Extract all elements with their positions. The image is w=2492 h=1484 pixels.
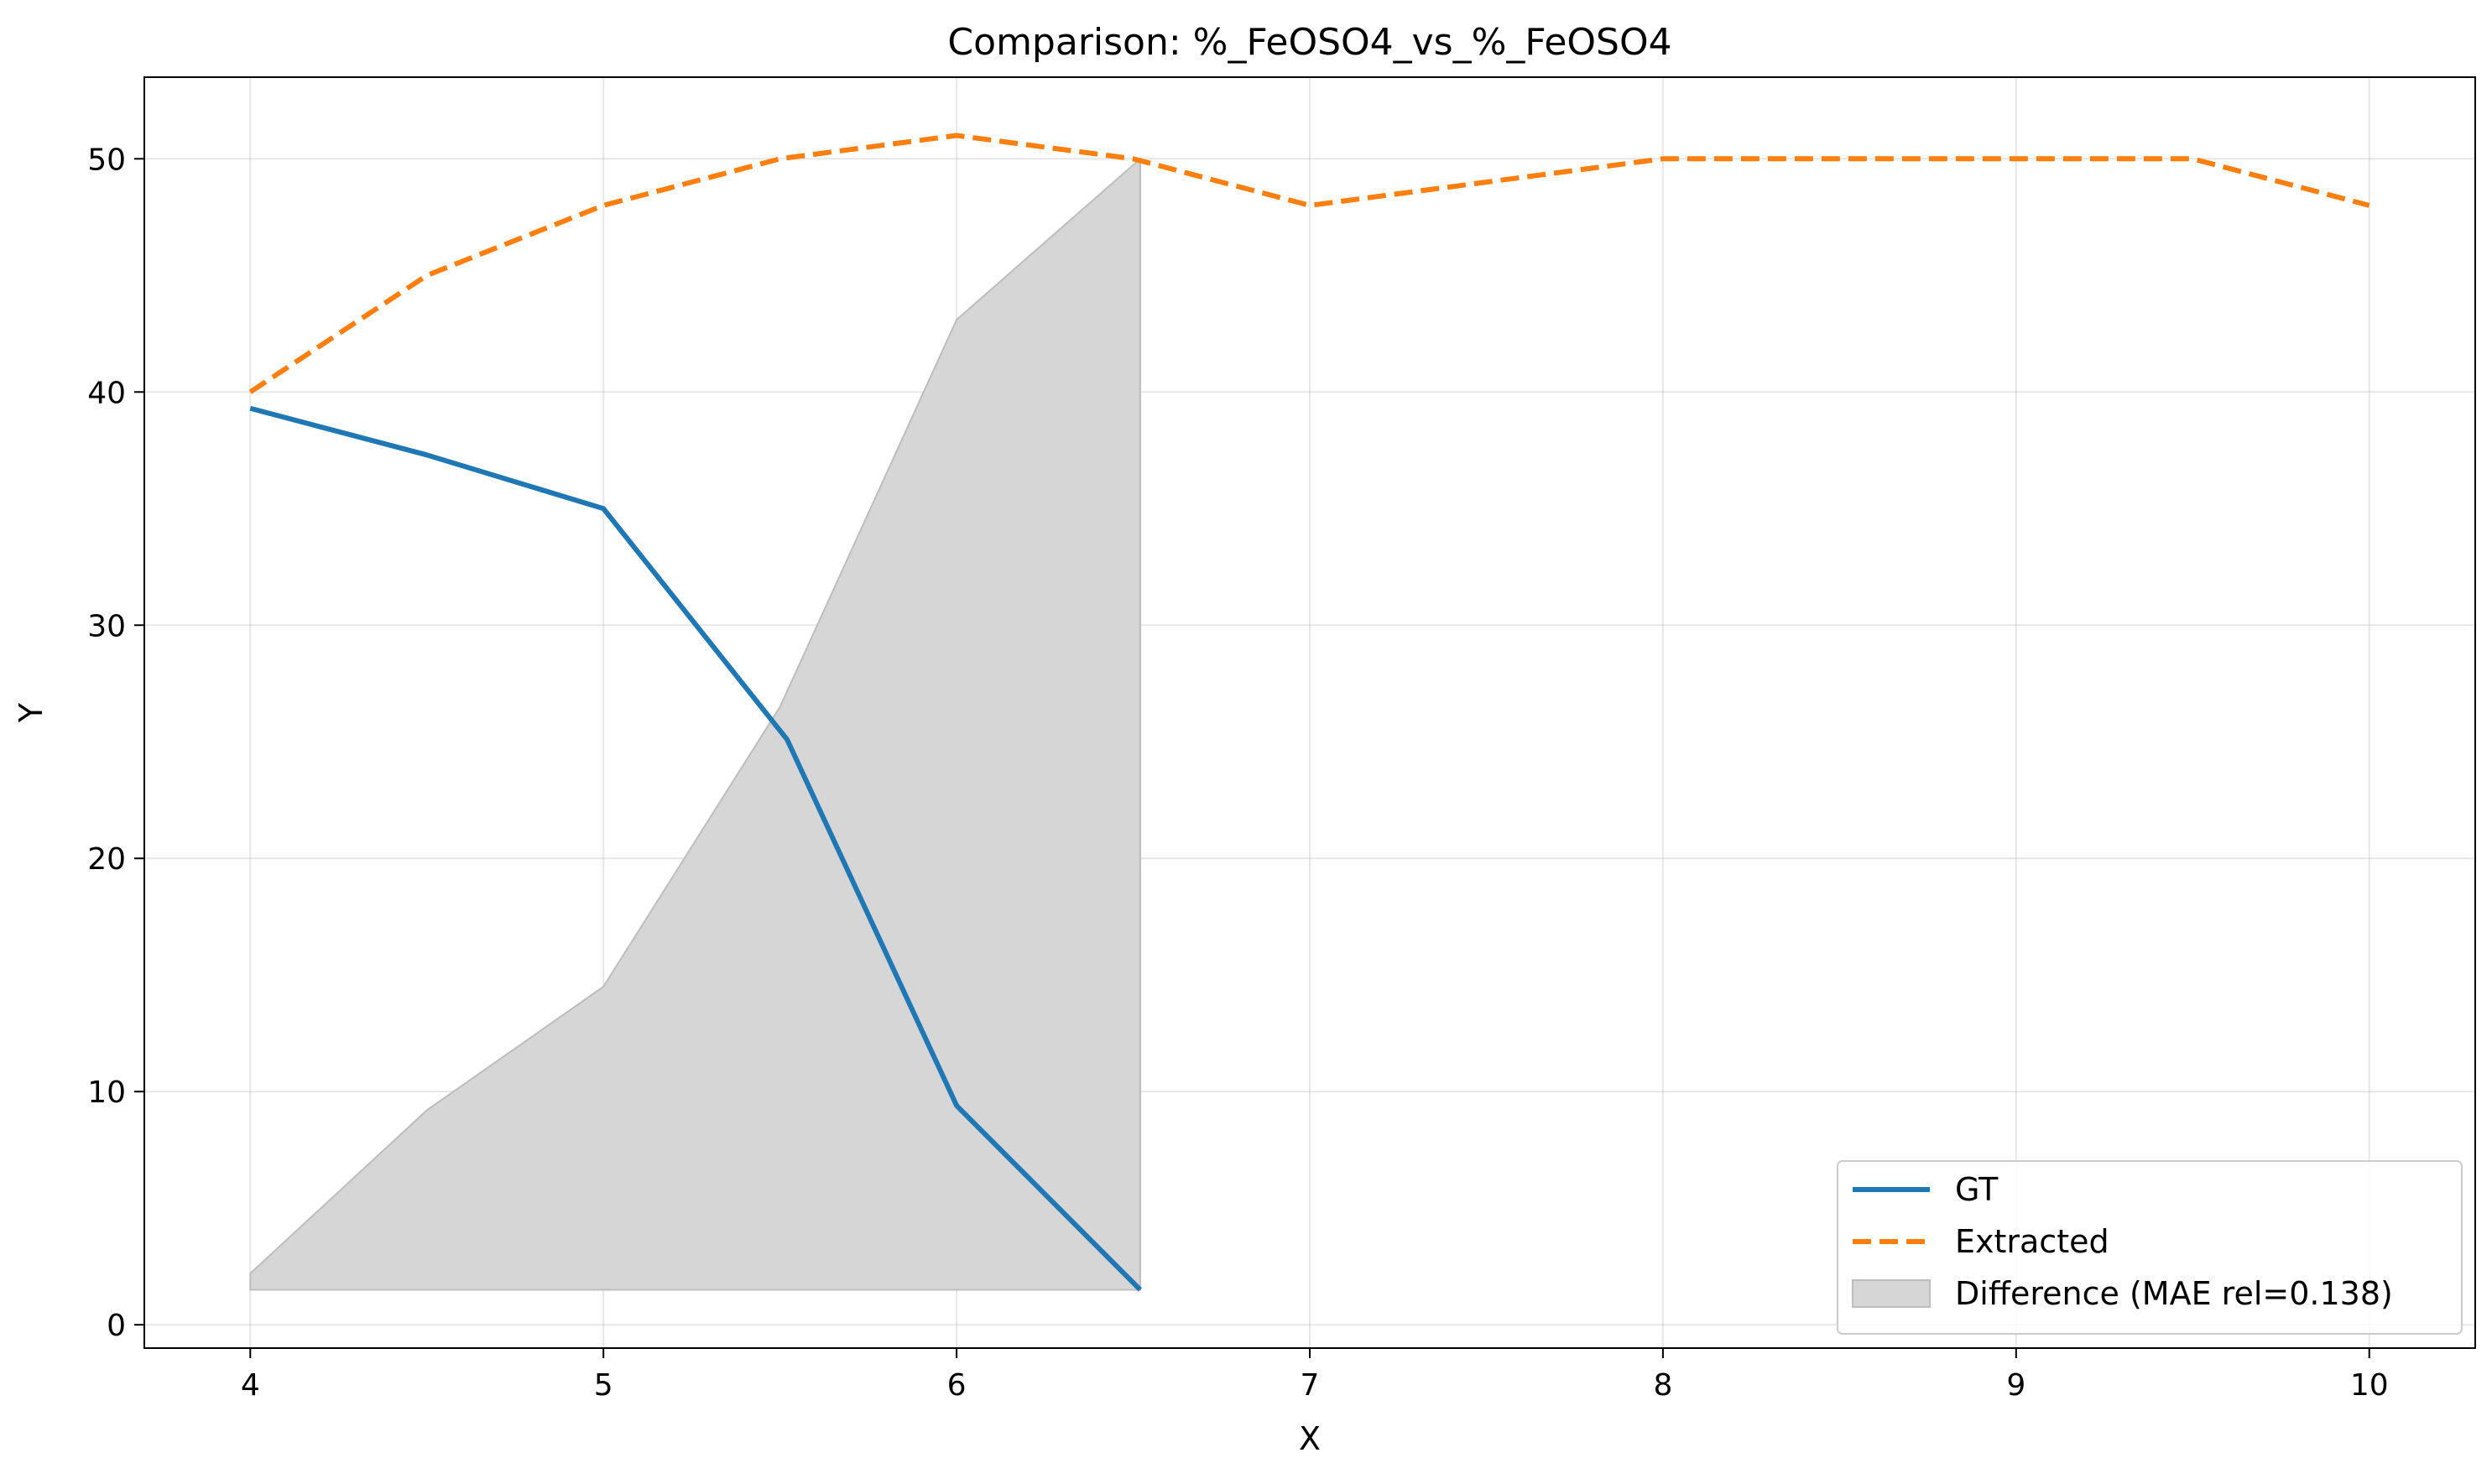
data-point-gt [954, 1103, 959, 1108]
legend-label-difference: Difference (MAE rel=0.138) [1955, 1275, 2393, 1312]
x-axis-label: X [1299, 1420, 1321, 1457]
x-tick-label: 7 [1301, 1368, 1320, 1403]
series-line-gt [249, 405, 1143, 1292]
data-point-gt [248, 406, 253, 411]
series-line-extracted [248, 133, 2370, 394]
x-axis-ticks: 4 5 6 7 8 9 10 [241, 1348, 2389, 1403]
data-point-extracted [1307, 203, 1312, 208]
legend: GT Extracted Difference (MAE rel=0.138) [1837, 1160, 2463, 1335]
data-point-extracted [2190, 156, 2195, 161]
data-point-extracted [1660, 156, 1666, 161]
data-point-gt [785, 737, 790, 742]
data-point-extracted [1131, 156, 1136, 161]
data-point-extracted [601, 203, 606, 208]
series-lines-layer [248, 133, 2372, 1293]
data-point-extracted [425, 273, 430, 278]
data-point-extracted [2367, 203, 2372, 208]
y-tick-label: 30 [87, 609, 126, 643]
y-tick-label: 10 [87, 1075, 126, 1110]
chart-title: Comparison: %_FeOSO4_vs_%_FeOSO4 [947, 21, 1671, 64]
data-point-extracted [248, 389, 253, 394]
data-point-gt [601, 506, 606, 511]
x-tick-label: 5 [594, 1368, 613, 1403]
y-tick-label: 0 [107, 1309, 126, 1343]
y-axis-label: Y [13, 702, 50, 723]
y-axis-ticks: 0 10 20 30 40 50 [87, 143, 144, 1343]
x-tick-label: 4 [241, 1368, 260, 1403]
data-point-gt [1138, 1288, 1143, 1293]
legend-label-gt: GT [1955, 1171, 1999, 1208]
legend-label-extracted: Extracted [1955, 1223, 2109, 1260]
y-tick-label: 40 [87, 376, 126, 410]
x-tick-label: 6 [947, 1368, 967, 1403]
legend-swatch-difference [1852, 1279, 1931, 1308]
legend-box [1837, 1160, 2463, 1335]
data-point-extracted [2014, 156, 2019, 161]
data-point-extracted [778, 156, 783, 161]
data-point-extracted [954, 133, 959, 138]
x-tick-label: 10 [2350, 1368, 2389, 1403]
data-point-gt [425, 452, 430, 457]
x-tick-label: 8 [1653, 1368, 1672, 1403]
x-tick-label: 9 [2006, 1368, 2025, 1403]
y-tick-label: 20 [87, 842, 126, 877]
y-tick-label: 50 [87, 143, 126, 177]
